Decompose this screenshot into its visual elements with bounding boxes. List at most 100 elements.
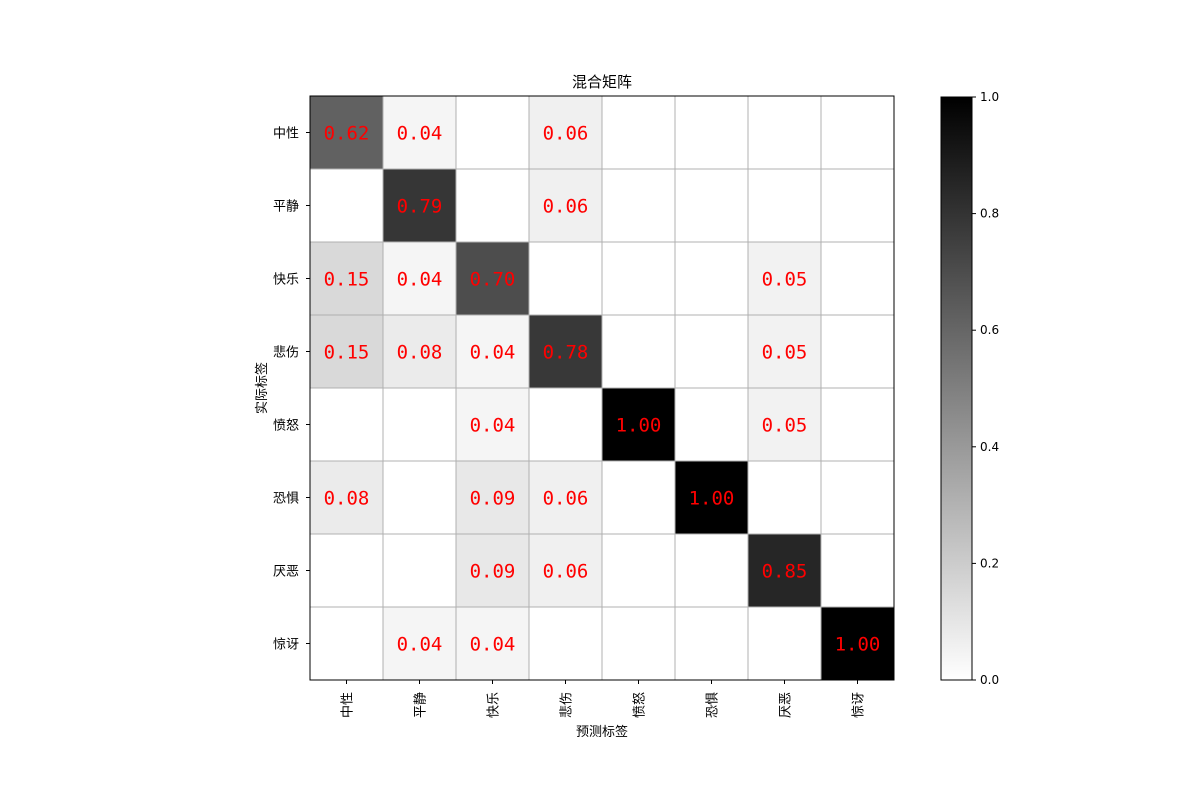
heatmap-cell (529, 242, 602, 315)
cell-value: 0.09 (470, 561, 516, 583)
heatmap-cell (821, 607, 894, 680)
heatmap-cell (675, 607, 748, 680)
heatmap-cell (310, 169, 383, 242)
heatmap-cell (456, 242, 529, 315)
heatmap-cell (383, 315, 456, 388)
x-tick-label: 惊讶 (852, 692, 867, 718)
x-tick-label: 愤怒 (633, 692, 648, 718)
heatmap-cell (456, 534, 529, 607)
y-tick-label: 恐惧 (273, 491, 299, 507)
heatmap-cell (748, 315, 821, 388)
heatmap-cell (748, 607, 821, 680)
cell-value: 0.06 (543, 196, 589, 218)
heatmap-cell (602, 315, 675, 388)
heatmap-cell (383, 96, 456, 169)
y-tick-label: 惊讶 (273, 638, 299, 653)
cell-value: 0.06 (543, 123, 589, 145)
heatmap-cell (821, 388, 894, 461)
heatmap-cell (821, 242, 894, 315)
heatmap-cell (310, 388, 383, 461)
cell-value: 0.04 (397, 634, 443, 656)
heatmap-cell (675, 169, 748, 242)
heatmap-cell (383, 169, 456, 242)
cell-value: 0.62 (324, 123, 370, 145)
x-tick-label: 快乐 (487, 692, 502, 718)
heatmap-cell (602, 607, 675, 680)
cell-value: 0.05 (762, 342, 808, 364)
heatmap-cell (602, 461, 675, 534)
x-axis-ticks: 中性 平静 快乐 悲伤 愤怒 恐惧 厌恶 惊讶 (341, 680, 867, 718)
heatmap-cell (310, 315, 383, 388)
y-tick-label: 愤怒 (273, 419, 299, 434)
cell-value: 0.70 (470, 269, 516, 291)
heatmap-cell (602, 534, 675, 607)
heatmap-cell (821, 96, 894, 169)
cell-value: 0.15 (324, 342, 370, 364)
cell-value: 1.00 (835, 634, 881, 656)
heatmap-cell (821, 461, 894, 534)
heatmap-cell (748, 242, 821, 315)
heatmap-cell (456, 315, 529, 388)
cell-value: 0.06 (543, 561, 589, 583)
heatmap-cell (383, 534, 456, 607)
colorbar-tick-label: 0.4 (980, 440, 999, 454)
heatmap-cell (529, 315, 602, 388)
heatmap-cell (675, 96, 748, 169)
heatmap-cell (456, 96, 529, 169)
heatmap-cell (383, 242, 456, 315)
heatmap-cell (748, 461, 821, 534)
y-axis-label: 实际标签 (254, 362, 270, 414)
heatmap-cell (529, 607, 602, 680)
cell-value: 0.04 (470, 342, 516, 364)
heatmap-cell (529, 96, 602, 169)
cell-value: 0.06 (543, 488, 589, 510)
heatmap-cell (602, 96, 675, 169)
heatmap-cell (821, 315, 894, 388)
heatmap-cell (821, 534, 894, 607)
cell-value: 0.05 (762, 415, 808, 437)
x-tick-label: 平静 (414, 692, 429, 718)
heatmap-cell (383, 607, 456, 680)
colorbar-ticks: 0.0 0.2 0.4 0.6 0.8 1.0 (972, 90, 999, 687)
heatmap-cell (602, 388, 675, 461)
heatmap-cell (821, 169, 894, 242)
colorbar-tick-label: 0.2 (980, 556, 999, 570)
heatmap-cell (310, 96, 383, 169)
y-tick-label: 平静 (273, 200, 299, 215)
heatmap-cell (529, 534, 602, 607)
heatmap-cell (456, 169, 529, 242)
cell-value: 0.08 (397, 342, 443, 364)
heatmap-cell (675, 461, 748, 534)
cell-value-labels: 0.62 0.04 0.06 0.79 0.06 0.15 0.04 0.70 0.05 0.15… (324, 123, 881, 656)
heatmap-cell (748, 388, 821, 461)
cell-value: 0.05 (762, 269, 808, 291)
colorbar-tick-label: 0.0 (980, 673, 999, 687)
cell-value: 0.79 (397, 196, 443, 218)
chart-title: 混合矩阵 (572, 73, 632, 91)
heatmap-cell (748, 96, 821, 169)
heatmap-cell (748, 169, 821, 242)
cell-value: 0.04 (397, 269, 443, 291)
x-axis-label: 预测标签 (576, 724, 628, 740)
heatmap-cells (310, 96, 894, 680)
cell-value: 0.04 (470, 415, 516, 437)
y-tick-label: 悲伤 (273, 345, 299, 361)
heatmap-cell (310, 607, 383, 680)
y-tick-label: 快乐 (273, 273, 299, 288)
colorbar-tick-label: 0.8 (980, 207, 999, 221)
x-tick-label: 厌恶 (779, 692, 794, 718)
cell-value: 1.00 (616, 415, 662, 437)
cell-value: 0.04 (397, 123, 443, 145)
colorbar (940, 96, 973, 681)
cell-value: 0.09 (470, 488, 516, 510)
heatmap-cell (675, 388, 748, 461)
heatmap-cell (456, 388, 529, 461)
cell-value: 0.08 (324, 488, 370, 510)
heatmap-cell (675, 242, 748, 315)
y-tick-label: 厌恶 (273, 565, 299, 580)
heatmap-grid (310, 96, 894, 680)
heatmap-cell (529, 169, 602, 242)
heatmap-cell (602, 169, 675, 242)
